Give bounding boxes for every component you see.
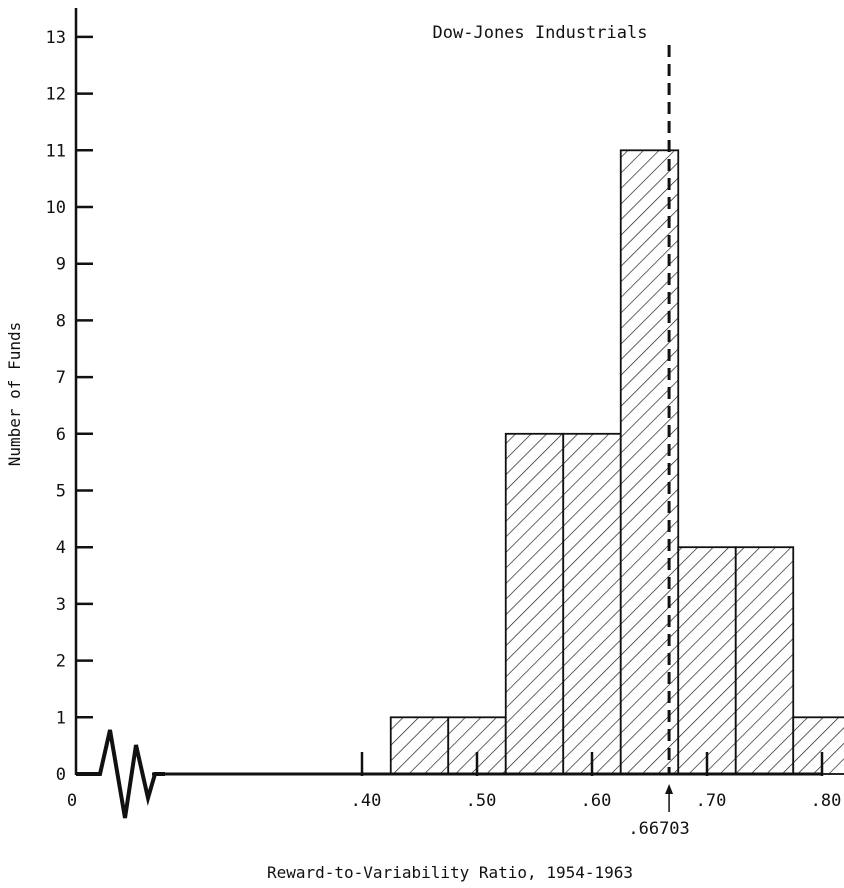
y-tick-label: 6 (56, 425, 66, 445)
x-tick-label: .70 (696, 791, 727, 811)
y-tick-label: 7 (56, 368, 66, 388)
histogram-bar (504, 432, 565, 775)
x-tick-label: .50 (466, 791, 497, 811)
origin-label: 0 (67, 791, 77, 811)
x-axis-label: Reward-to-Variability Ratio, 1954-1963 (267, 863, 633, 882)
x-ticks-layer: .40.50.60.70.80.90 (351, 752, 842, 811)
y-axis-label: Number of Funds (5, 322, 24, 467)
reference-arrow-head (665, 784, 674, 794)
y-tick-label: 10 (46, 198, 66, 218)
y-tick-label: 12 (46, 85, 66, 105)
x-tick-label: .40 (351, 791, 382, 811)
y-tick-label: 13 (46, 28, 66, 48)
bars-layer (389, 149, 844, 775)
y-tick-label: 4 (56, 538, 66, 558)
x-tick-label: .60 (581, 791, 612, 811)
x-tick-label: .80 (811, 791, 842, 811)
y-tick-label: 3 (56, 595, 66, 615)
reference-layer: Dow-Jones Industrials .66703 (433, 23, 690, 839)
reference-value-label: .66703 (628, 819, 689, 839)
histogram-bar (562, 432, 622, 775)
reference-line-label: Dow-Jones Industrials (433, 23, 648, 43)
y-tick-label: 9 (56, 255, 66, 275)
histogram-bar (792, 716, 844, 775)
histogram-bar (734, 546, 795, 775)
y-tick-label: 0 (56, 765, 66, 785)
y-tick-label: 5 (56, 482, 66, 502)
axis-break-squiggle (76, 729, 165, 819)
y-tick-label: 8 (56, 311, 66, 331)
histogram-bar (677, 546, 737, 775)
y-tick-label: 2 (56, 652, 66, 672)
axes-layer (74, 8, 823, 819)
histogram-bar (389, 716, 450, 775)
y-tick-label: 11 (46, 141, 66, 161)
y-tick-label: 1 (56, 708, 66, 728)
